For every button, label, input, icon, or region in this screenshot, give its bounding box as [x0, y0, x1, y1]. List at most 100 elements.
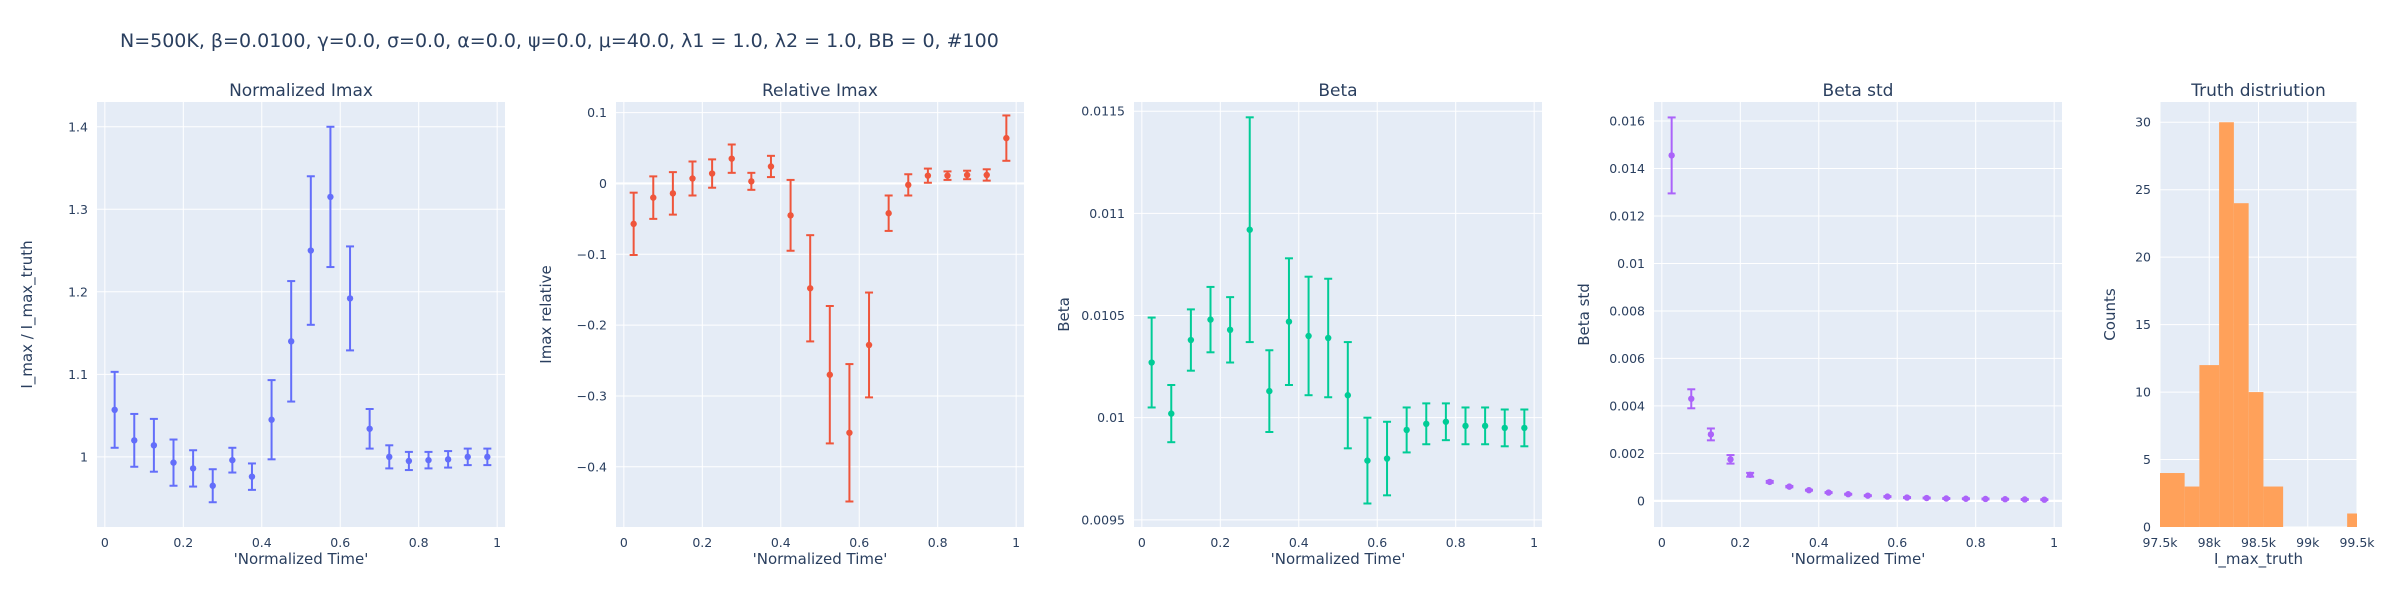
panel-title: Beta	[1318, 81, 1357, 101]
data-point	[464, 453, 471, 461]
y-tick-label: 0.0095	[1081, 512, 1125, 527]
x-tick-label: 1	[2050, 535, 2058, 550]
data-point	[307, 247, 315, 254]
data-point	[669, 190, 677, 197]
data-point	[111, 406, 118, 414]
x-tick-label: 0	[1138, 535, 1146, 550]
data-point	[983, 171, 990, 179]
y-tick-label: −0.3	[577, 388, 607, 403]
y-tick-label: 0.014	[1609, 161, 1645, 176]
data-point	[484, 453, 491, 461]
y-tick-label: 0	[2143, 520, 2151, 535]
data-point	[728, 155, 735, 162]
data-point	[327, 193, 334, 201]
data-point	[1266, 387, 1273, 395]
y-tick-label: 1.1	[68, 367, 88, 382]
x-tick-label: 0	[1658, 535, 1666, 550]
y-tick-label: 25	[2135, 182, 2151, 197]
data-point	[189, 465, 197, 472]
panel-title: Truth distriution	[2190, 81, 2326, 101]
x-tick-label: 0.4	[771, 535, 791, 550]
data-point	[826, 371, 834, 378]
x-tick-label: 0.8	[409, 535, 429, 550]
plot-area	[1134, 102, 1542, 527]
data-point	[1324, 334, 1332, 342]
data-point	[287, 338, 295, 345]
y-tick-label: 0.01	[1617, 256, 1645, 271]
x-tick-label: 0.6	[1887, 535, 1907, 550]
data-point	[1962, 495, 1970, 502]
data-point	[170, 459, 177, 466]
data-point	[1521, 424, 1528, 432]
y-tick-label: 1.4	[68, 119, 88, 134]
y-tick-label: 0.016	[1609, 113, 1645, 128]
y-axis-label: Beta	[1055, 297, 1073, 332]
data-point	[425, 456, 432, 464]
data-point	[630, 220, 637, 228]
data-point	[1884, 493, 1891, 500]
data-point	[444, 456, 452, 463]
data-point	[209, 482, 216, 489]
x-tick-label: 99.5k	[2339, 535, 2375, 550]
data-point	[806, 285, 814, 292]
histogram-bar	[2184, 486, 2200, 527]
data-point	[1481, 422, 1489, 430]
data-point	[248, 473, 256, 480]
x-tick-label: 0.2	[1210, 535, 1230, 550]
data-point	[1403, 426, 1410, 434]
plot-area	[1654, 102, 2062, 527]
y-tick-label: 0.006	[1609, 351, 1645, 366]
x-axis-label: 'Normalized Time'	[234, 550, 369, 568]
panel-title: Relative Imax	[762, 81, 878, 101]
x-tick-label: 0	[101, 535, 109, 550]
y-axis-label: Imax relative	[537, 265, 555, 363]
x-tick-label: 0	[620, 535, 628, 550]
chart-panel-3: 0 0.2 0.4 0.6 0.8 1 0.0095 0.01 0.0105 0.011 0.011…	[1055, 81, 1542, 568]
x-axis-label: I_max_truth	[2214, 550, 2303, 569]
data-point	[1344, 392, 1352, 399]
x-tick-label: 0.4	[252, 535, 272, 550]
x-axis-label: 'Normalized Time'	[1271, 550, 1406, 568]
histogram-bar	[2160, 473, 2185, 527]
data-point	[1423, 420, 1430, 428]
data-point	[1923, 494, 1930, 502]
data-point	[865, 341, 873, 349]
data-point	[386, 453, 393, 461]
x-tick-label: 0.8	[1966, 535, 1986, 550]
data-point	[1462, 422, 1469, 430]
x-tick-label: 0.6	[330, 535, 350, 550]
histogram-bar	[2263, 486, 2284, 527]
x-tick-label: 1	[493, 535, 501, 550]
y-tick-label: 0	[1637, 493, 1645, 508]
data-point	[1766, 478, 1773, 486]
histogram-bar	[2347, 513, 2357, 527]
figure-title: N=500K, β=0.0100, γ=0.0, σ=0.0, α=0.0, ψ…	[120, 30, 999, 52]
data-point	[1364, 457, 1371, 464]
data-point	[1943, 495, 1950, 502]
histogram-bar	[2233, 203, 2249, 527]
data-point	[1168, 410, 1175, 417]
data-point	[1844, 491, 1852, 498]
data-point	[905, 181, 912, 189]
data-point	[1383, 455, 1391, 462]
x-tick-label: 98.5k	[2241, 535, 2277, 550]
y-tick-label: 10	[2135, 385, 2151, 400]
chart-panel-2: 0 0.2 0.4 0.6 0.8 1 −0.4 −0.3 −0.2 −0.1 0 0.1 Relati…	[537, 81, 1024, 568]
data-point	[131, 437, 138, 444]
data-point	[1442, 418, 1450, 425]
data-point	[1668, 152, 1675, 159]
x-tick-label: 0.6	[849, 535, 869, 550]
x-axis-label: 'Normalized Time'	[1791, 550, 1926, 568]
data-point	[787, 212, 794, 219]
data-point	[268, 416, 275, 423]
data-point	[1786, 483, 1793, 490]
data-point	[1501, 424, 1508, 432]
panel-title: Beta std	[1823, 81, 1894, 101]
histogram-bar	[2219, 122, 2234, 527]
data-point	[2001, 496, 2009, 503]
data-point	[1285, 318, 1293, 325]
data-point	[1864, 492, 1872, 499]
y-tick-label: −0.4	[577, 459, 607, 474]
chart-panel-5: 97.5k 98k 98.5k 99k 99.5k 0 5 10 15 20 25 30 Truth d…	[2101, 81, 2375, 569]
y-tick-label: 5	[2143, 452, 2151, 467]
